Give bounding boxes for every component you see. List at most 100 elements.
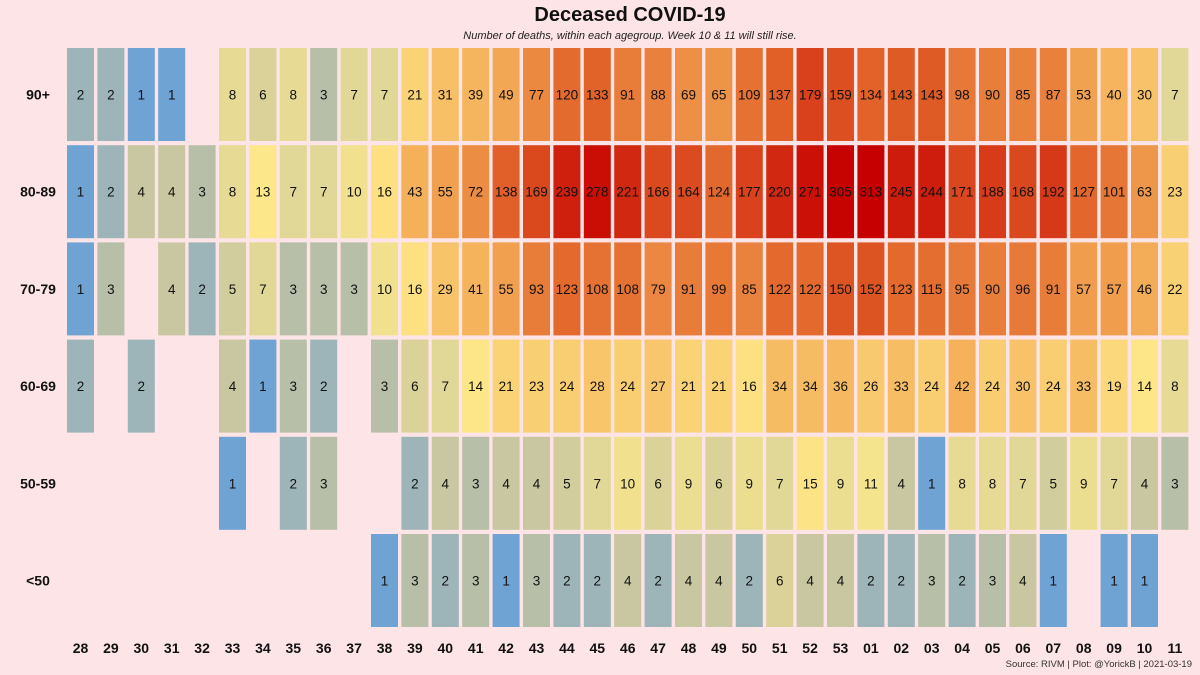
cell-value-label: 4 — [442, 476, 450, 491]
heatmap-cell — [614, 48, 642, 141]
heatmap-cell — [401, 242, 429, 336]
cell-value-label: 123 — [890, 282, 913, 297]
week-label: 06 — [1015, 640, 1031, 656]
cell-value-label: 4 — [229, 379, 237, 394]
heatmap-cell — [249, 48, 277, 141]
cell-value-label: 4 — [685, 574, 693, 589]
cell-value-label: 6 — [776, 574, 784, 589]
heatmap-cell — [310, 48, 338, 141]
heatmap-cell — [583, 48, 611, 141]
heatmap-cell — [249, 339, 277, 433]
cell-value-label: 8 — [1171, 379, 1179, 394]
heatmap-cell — [1100, 242, 1128, 336]
cell-value-label: 90 — [985, 282, 1000, 297]
heatmap-cell — [371, 534, 398, 627]
heatmap-cell — [1131, 436, 1158, 530]
cell-value-label: 23 — [1167, 185, 1182, 200]
cell-value-label: 46 — [1137, 282, 1152, 297]
cell-value-label: 239 — [556, 185, 579, 200]
cell-value-label: 72 — [468, 185, 483, 200]
cell-value-label: 57 — [1076, 282, 1091, 297]
heatmap-cell — [887, 145, 915, 239]
cell-value-label: 6 — [715, 476, 723, 491]
heatmap-cell — [67, 339, 94, 433]
cell-value-label: 11 — [864, 476, 878, 491]
heatmap-cell — [492, 534, 520, 627]
week-label: 11 — [1167, 640, 1182, 656]
cell-value-label: 2 — [290, 476, 298, 491]
heatmap-cell — [705, 242, 733, 336]
heatmap-cell — [675, 534, 702, 627]
cell-value-label: 13 — [255, 185, 270, 200]
cell-value-label: 3 — [472, 476, 480, 491]
heatmap-cell — [979, 242, 1006, 336]
cell-value-label: 127 — [1072, 185, 1095, 200]
heatmap-cell — [948, 242, 976, 336]
heatmap-cell — [796, 145, 824, 239]
cell-value-label: 278 — [586, 185, 609, 200]
week-label: 34 — [255, 640, 271, 656]
cell-value-label: 108 — [616, 282, 639, 297]
heatmap-cell — [887, 436, 915, 530]
week-label: 03 — [924, 640, 940, 656]
cell-value-label: 57 — [1107, 282, 1122, 297]
cell-value-label: 8 — [958, 476, 966, 491]
heatmap-cell — [462, 436, 490, 530]
cell-value-label: 4 — [168, 282, 176, 297]
cell-value-label: 1 — [502, 574, 510, 589]
cell-value-label: 1 — [381, 574, 389, 589]
cell-value-label: 3 — [472, 574, 480, 589]
heatmap-cell — [614, 242, 642, 336]
week-label: 38 — [377, 640, 393, 656]
cell-value-label: 96 — [1015, 282, 1030, 297]
heatmap-cell — [1009, 534, 1037, 627]
cell-value-label: 55 — [438, 185, 453, 200]
week-label: 49 — [711, 640, 727, 656]
cell-value-label: 4 — [806, 574, 814, 589]
cell-value-label: 3 — [320, 88, 328, 103]
cell-value-label: 1 — [77, 282, 85, 297]
heatmap-cell — [1039, 48, 1067, 141]
chart-subtitle: Number of deaths, within each agegroup. … — [463, 30, 796, 42]
cell-value-label: 168 — [1012, 185, 1035, 200]
week-label: 53 — [833, 640, 849, 656]
heatmap-cell — [340, 242, 368, 336]
cell-value-label: 2 — [320, 379, 328, 394]
heatmap-cell — [279, 48, 307, 141]
cell-value-label: 24 — [620, 379, 636, 394]
cell-value-label: 4 — [168, 185, 176, 200]
cell-value-label: 16 — [377, 185, 392, 200]
cell-value-label: 95 — [955, 282, 970, 297]
cell-value-label: 5 — [1050, 476, 1058, 491]
cell-value-label: 166 — [647, 185, 670, 200]
cell-value-label: 9 — [685, 476, 693, 491]
cell-value-label: 4 — [624, 574, 632, 589]
chart-caption: Source: RIVM | Plot: @YorickB | 2021-03-… — [1006, 659, 1192, 670]
heatmap-cell — [887, 242, 915, 336]
cell-value-label: 9 — [837, 476, 845, 491]
heatmap-cell — [1039, 242, 1067, 336]
heatmap-cell — [675, 339, 702, 433]
cell-value-label: 245 — [890, 185, 913, 200]
heatmap-cell — [766, 145, 794, 239]
heatmap-cell — [462, 48, 490, 141]
heatmap-cell — [1039, 339, 1067, 433]
heatmap-cell — [614, 534, 642, 627]
cell-value-label: 3 — [533, 574, 541, 589]
cell-value-label: 9 — [746, 476, 754, 491]
cell-value-label: 4 — [533, 476, 541, 491]
heatmap-cell — [1009, 48, 1037, 141]
cell-value-label: 143 — [920, 88, 943, 103]
week-label: 42 — [498, 640, 514, 656]
cell-value-label: 305 — [829, 185, 852, 200]
heatmap-cell — [1161, 48, 1189, 141]
heatmap-cell — [735, 145, 763, 239]
cell-value-label: 171 — [951, 185, 974, 200]
cell-value-label: 10 — [377, 282, 392, 297]
heatmap-cell — [401, 145, 429, 239]
cell-value-label: 4 — [715, 574, 723, 589]
heatmap-cell — [979, 339, 1006, 433]
heatmap-cell — [1100, 48, 1128, 141]
week-label: 28 — [73, 640, 89, 656]
cell-value-label: 1 — [77, 185, 85, 200]
